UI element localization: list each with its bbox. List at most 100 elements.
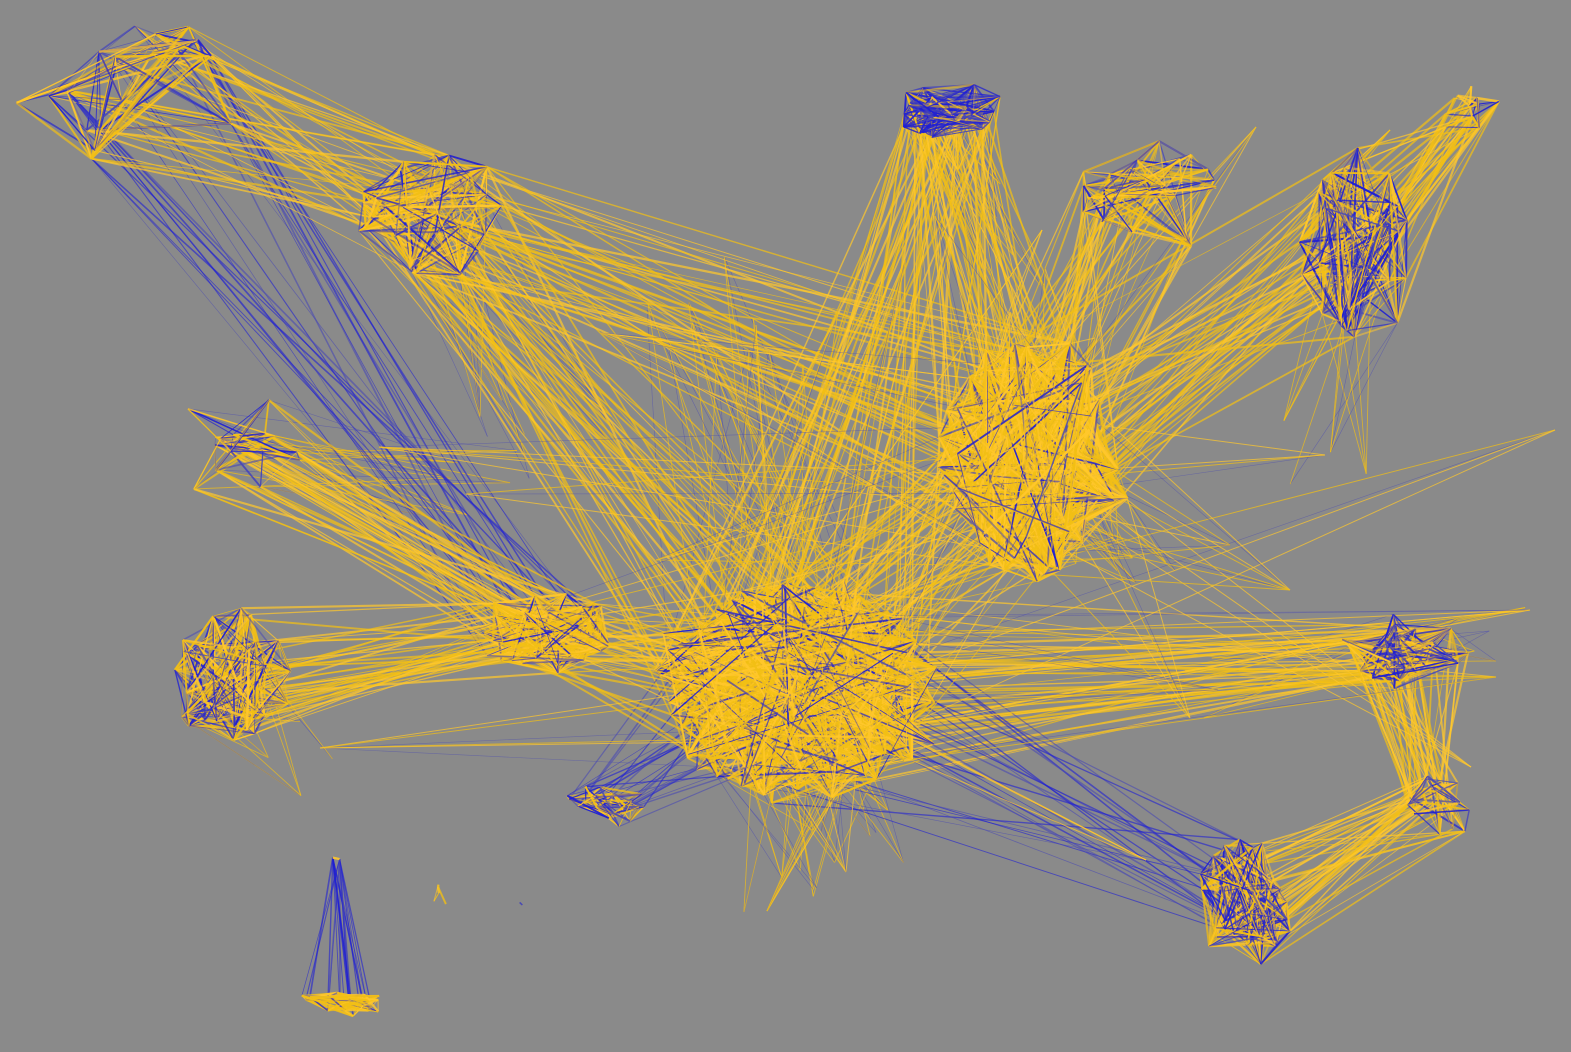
graph-edge (771, 638, 1343, 804)
graph-edge (48, 89, 68, 97)
graph-edge (791, 429, 1556, 697)
graph-edge (15, 101, 93, 160)
graph-edge (600, 332, 996, 553)
graph-edge (220, 399, 270, 439)
graph-edge (931, 136, 959, 171)
graph-edge (363, 165, 487, 193)
graph-edge (230, 123, 404, 208)
graph-edge (90, 48, 179, 160)
graph-edge (1043, 271, 1352, 400)
graph-edge (48, 95, 96, 151)
graph-edge (358, 209, 423, 232)
graph-edge (434, 231, 989, 460)
graph-edge (761, 116, 940, 597)
graph-edge (1286, 828, 1453, 921)
graph-edge (48, 95, 122, 101)
graph-edge (448, 154, 488, 168)
graph-edge (378, 446, 1021, 554)
graph-edge (1008, 311, 1011, 349)
graph-edge (712, 761, 814, 890)
graph-edge (326, 859, 341, 1011)
graph-edge (1244, 775, 1428, 858)
graph-edge (362, 191, 729, 614)
graph-edge (400, 168, 487, 195)
graph-edge (848, 429, 1556, 692)
graph-edge (185, 614, 252, 694)
graph-edge (299, 459, 452, 479)
graph-edge (230, 450, 297, 453)
graph-edge (338, 858, 371, 1002)
graph-edge (486, 166, 988, 453)
graph-edge (1257, 802, 1427, 884)
graph-edge (235, 432, 266, 445)
graph-edge (869, 628, 1416, 731)
graph-edge (246, 714, 265, 731)
graph-edge (362, 202, 817, 625)
graph-edge (264, 432, 468, 516)
graph-edge (1283, 313, 1323, 421)
graph-edge (1321, 313, 1367, 474)
graph-edge (251, 642, 257, 720)
graph-edge (832, 676, 1497, 767)
graph-edge (411, 271, 996, 402)
graph-edge (716, 776, 782, 878)
graph-edge (186, 615, 214, 715)
graph-edge (460, 272, 860, 612)
graph-edge (600, 332, 1021, 368)
graph-edge (201, 614, 252, 696)
graph-edge (94, 149, 372, 218)
graph-edge (429, 191, 479, 252)
graph-edge (403, 161, 462, 274)
graph-edge (421, 165, 488, 212)
graph-edge (407, 209, 412, 269)
graph-edge (181, 651, 185, 717)
graph-edge (255, 670, 292, 712)
graph-edge (230, 122, 459, 227)
graph-edge (151, 52, 232, 125)
graph-edge (255, 642, 265, 667)
graph-edge (809, 129, 1391, 670)
graph-edge (66, 89, 93, 160)
graph-edge (338, 859, 360, 1004)
graph-edge (673, 108, 927, 686)
graph-edge (465, 452, 1028, 495)
graph-edge (660, 126, 905, 667)
graph-edge (403, 161, 979, 476)
graph-edge (233, 733, 255, 741)
graph-edge (215, 469, 525, 624)
graph-edge (1264, 775, 1428, 911)
graph-edge (264, 432, 588, 627)
graph-edge (213, 680, 257, 712)
graph-edge (868, 676, 1497, 766)
graph-edge (409, 226, 462, 270)
graph-edge (1396, 116, 1473, 207)
graph-edge (660, 311, 839, 667)
graph-edge (448, 155, 530, 479)
graph-edge (16, 33, 156, 104)
graph-edge (114, 56, 572, 656)
graph-edge (378, 425, 1005, 448)
graph-edge (216, 678, 234, 722)
graph-edge (358, 202, 364, 231)
graph-edge (230, 123, 495, 604)
graph-edge (210, 55, 435, 156)
graph-edge (229, 450, 262, 488)
graph-edge (319, 729, 742, 749)
graph-edge (878, 658, 1253, 848)
graph-edge (338, 859, 352, 1006)
graph-edge (203, 55, 450, 157)
graph-edge (187, 408, 232, 452)
graph-edge (332, 857, 346, 1010)
graph-edge (376, 171, 471, 199)
graph-edge (174, 669, 190, 727)
graph-edge (182, 639, 236, 649)
graph-edge (259, 450, 264, 487)
graph-edge (1260, 830, 1466, 965)
graph-edge (982, 114, 1014, 256)
graph-edge (213, 602, 495, 617)
graph-edge (98, 25, 136, 53)
graph-edge (1332, 171, 1390, 175)
graph-edge (264, 400, 270, 434)
